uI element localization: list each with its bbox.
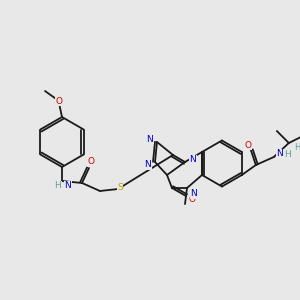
- Text: H: H: [294, 142, 300, 152]
- Text: N: N: [64, 182, 71, 190]
- Text: N: N: [190, 155, 196, 164]
- Text: O: O: [244, 140, 251, 149]
- Text: O: O: [188, 196, 196, 205]
- Text: H: H: [55, 182, 62, 190]
- Text: N: N: [145, 160, 152, 169]
- Text: O: O: [56, 97, 62, 106]
- Text: N: N: [277, 149, 283, 158]
- Text: N: N: [190, 190, 197, 199]
- Text: H: H: [284, 151, 291, 160]
- Text: S: S: [117, 184, 123, 193]
- Text: N: N: [147, 134, 153, 143]
- Text: O: O: [88, 158, 94, 166]
